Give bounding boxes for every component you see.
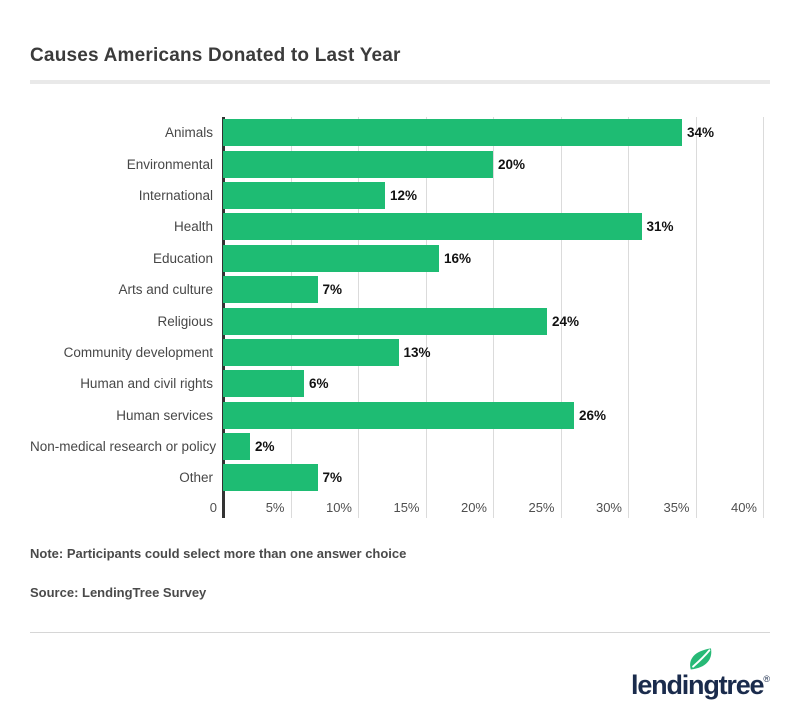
- bar-line: 13%: [223, 338, 763, 366]
- bar: [223, 150, 493, 178]
- bar: [223, 401, 574, 429]
- bar-row: Environmental 20%: [30, 148, 770, 179]
- bar: [223, 307, 547, 335]
- bar-line: 26%: [223, 401, 763, 429]
- category-label: Arts and culture: [118, 282, 213, 298]
- category-label: Environmental: [126, 156, 213, 172]
- bar-line: 24%: [223, 307, 763, 335]
- value-label: 26%: [579, 407, 607, 423]
- x-axis-ticks: 0 5% 10% 15% 20% 25% 30% 35% 40%: [210, 494, 763, 518]
- gridline: [560, 117, 562, 518]
- value-label: 16%: [444, 250, 472, 266]
- category-label: Religious: [157, 313, 213, 329]
- category-label: Human and civil rights: [80, 376, 213, 392]
- gridline: [763, 117, 764, 518]
- category-label: Community development: [63, 344, 213, 360]
- gridline: [628, 117, 629, 518]
- x-tick-label: 15%: [393, 499, 420, 515]
- source-text: Source: LendingTree Survey: [30, 584, 207, 600]
- bar-chart: Animals 34% Environmental 20% International 1…: [30, 117, 770, 518]
- x-tick-label: 20%: [460, 499, 487, 515]
- x-tick-label: 0: [209, 499, 217, 515]
- category-label: Animals: [164, 125, 213, 141]
- x-tick-label: 25%: [528, 499, 555, 515]
- bar-row: Health 31%: [30, 211, 770, 242]
- bar-row: Community development 13%: [30, 337, 770, 368]
- category-label: Non-medical research or policy: [30, 439, 217, 455]
- bar: [223, 464, 318, 492]
- bar-line: 2%: [223, 433, 763, 461]
- category-label: Education: [152, 250, 213, 266]
- bar-row: Animals 34%: [30, 117, 770, 148]
- bar-row: Education 16%: [30, 243, 770, 274]
- registered-mark-icon: ®: [763, 673, 770, 684]
- bar-line: 16%: [223, 244, 763, 272]
- bar-line: 34%: [223, 119, 763, 147]
- value-label: 13%: [403, 344, 431, 360]
- bar: [223, 276, 318, 304]
- gridline: [695, 117, 697, 518]
- category-label: Health: [173, 219, 213, 235]
- bar: [223, 213, 642, 241]
- x-tick-label: 35%: [663, 499, 690, 515]
- bar-row: Non-medical research or policy 2%: [30, 431, 770, 462]
- bar: [223, 433, 250, 461]
- value-label: 12%: [390, 187, 418, 203]
- value-label: 24%: [552, 313, 580, 329]
- bar-row: Religious 24%: [30, 305, 770, 336]
- bar: [223, 338, 399, 366]
- bar: [223, 244, 439, 272]
- bar: [223, 119, 682, 147]
- value-label: 34%: [687, 125, 715, 141]
- bar-row: Human and civil rights 6%: [30, 368, 770, 399]
- logo-wordmark: lendingtree: [631, 669, 765, 700]
- bar-line: 7%: [223, 464, 763, 492]
- category-label: Human services: [116, 407, 213, 423]
- bar-row: Other 7%: [30, 462, 770, 493]
- value-label: 20%: [498, 156, 526, 172]
- note-text: Note: Participants could select more tha…: [30, 545, 407, 561]
- value-label: 7%: [322, 282, 343, 298]
- value-label: 31%: [646, 219, 674, 235]
- x-tick-label: 5%: [265, 499, 285, 515]
- bar-row: International 12%: [30, 180, 770, 211]
- footer: lendingtree®: [30, 647, 770, 703]
- leaf-icon: [689, 648, 712, 670]
- bar-line: 31%: [223, 213, 763, 241]
- value-label: 7%: [322, 470, 343, 486]
- bar: [223, 181, 385, 209]
- value-label: 6%: [309, 376, 329, 392]
- page-title: Causes Americans Donated to Last Year: [30, 45, 401, 66]
- bar-line: 20%: [223, 150, 763, 178]
- bar: [223, 370, 304, 398]
- bar-row: Human services 26%: [30, 400, 770, 431]
- plot-area: Animals 34% Environmental 20% International 1…: [30, 117, 770, 518]
- lendingtree-logo: lendingtree®: [631, 647, 770, 703]
- x-tick-label: 30%: [595, 499, 622, 515]
- bar-line: 7%: [223, 276, 763, 304]
- bar-line: 12%: [223, 181, 763, 209]
- title-divider: [30, 80, 770, 84]
- category-label: International: [138, 187, 213, 203]
- x-tick-label: 10%: [325, 499, 352, 515]
- footer-divider: [30, 631, 770, 633]
- x-tick-label: 40%: [730, 499, 757, 515]
- category-label: Other: [179, 470, 213, 486]
- bar-rows: Animals 34% Environmental 20% International 1…: [30, 117, 770, 494]
- bar-row: Arts and culture 7%: [30, 274, 770, 305]
- bar-line: 6%: [223, 370, 763, 398]
- value-label: 2%: [255, 439, 275, 455]
